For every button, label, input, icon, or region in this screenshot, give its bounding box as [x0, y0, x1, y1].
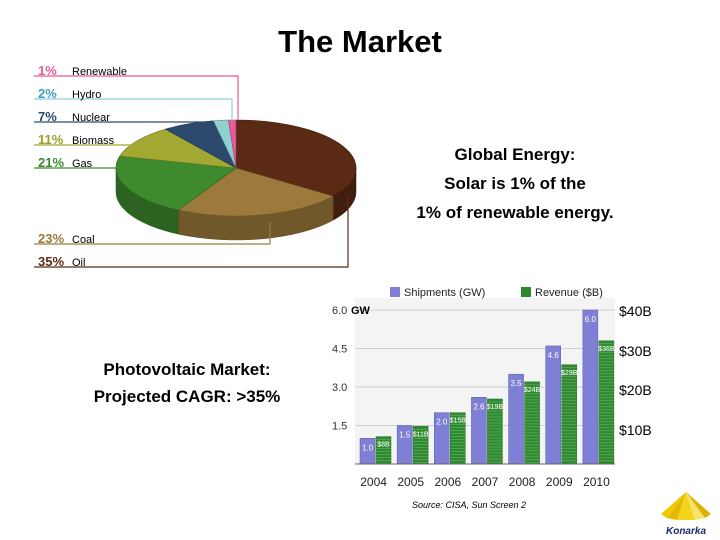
- legend-swatch-revenue: [521, 287, 531, 297]
- legend-label-revenue: Revenue ($B): [535, 287, 603, 299]
- x-tick-label: 2009: [546, 475, 573, 489]
- y-tick-label: 4.5: [332, 344, 347, 356]
- revenue-data-label: $11B: [413, 431, 429, 438]
- legend-item-hydro: 2% Hydro: [38, 87, 101, 102]
- revenue-data-label: $19B: [487, 404, 504, 411]
- x-tick-label: 2008: [509, 475, 536, 489]
- shipments-data-label: 3.5: [511, 379, 523, 388]
- x-tick-label: 2005: [397, 475, 424, 489]
- revenue-data-label: $29B: [561, 370, 578, 377]
- pv-market-heading: Photovoltaic Market:: [103, 360, 271, 379]
- y-tick-label: 3.0: [332, 382, 347, 394]
- x-tick-label: 2010: [583, 475, 610, 489]
- legend-label-shipments: Shipments (GW): [404, 287, 485, 299]
- legend-pct: 35%: [38, 254, 65, 269]
- page-title: The Market: [278, 24, 442, 59]
- y-tick-label: 6.0: [332, 305, 347, 317]
- legend-pct: 21%: [38, 155, 65, 170]
- legend-leader-line: [34, 222, 271, 245]
- x-tick-label: 2004: [360, 475, 387, 489]
- shipments-data-label: 4.6: [548, 351, 560, 360]
- source-note: Source: CISA, Sun Screen 2: [412, 500, 527, 510]
- legend-pct: 2%: [38, 86, 57, 101]
- legend-item-biomass: 11% Biomass: [38, 133, 114, 148]
- legend-leader-line: [34, 75, 239, 120]
- legend-label: Biomass: [72, 135, 115, 147]
- global-energy-heading: Global Energy:: [454, 145, 576, 164]
- revenue-axis-label: $30B: [619, 343, 652, 359]
- x-tick-label: 2007: [472, 475, 499, 489]
- legend-pct: 1%: [38, 63, 57, 78]
- legend-item-nuclear: 7% Nuclear: [38, 110, 110, 125]
- legend-leader-line: [34, 196, 349, 268]
- pie-slice-oil: [235, 119, 357, 197]
- pie-slice-gas: [115, 155, 237, 211]
- konarka-logo: Konarka: [661, 492, 711, 537]
- shipments-data-label: 6.0: [585, 315, 597, 324]
- shipments-data-label: 1.0: [362, 443, 374, 452]
- legend-label: Coal: [72, 234, 95, 246]
- legend-item-renewable: 1% Renewable: [38, 64, 127, 79]
- legend-swatch-shipments: [390, 287, 400, 297]
- revenue-data-label: $24B: [524, 387, 541, 394]
- revenue-data-label: $15B: [450, 418, 467, 425]
- legend-item-coal: 23% Coal: [38, 232, 95, 247]
- legend-label: Renewable: [72, 66, 128, 78]
- legend-label: Hydro: [72, 89, 102, 101]
- pv-market-callout: Photovoltaic Market: Projected CAGR: >35…: [62, 356, 312, 410]
- legend-label: Oil: [72, 257, 86, 269]
- legend-item-oil: 35% Oil: [38, 255, 85, 270]
- legend-pct: 23%: [38, 231, 65, 246]
- revenue-data-label: $36B: [598, 346, 615, 353]
- revenue-data-label: $8B: [377, 442, 390, 449]
- legend-leader-line: [34, 98, 233, 121]
- legend-label: Gas: [72, 158, 93, 170]
- global-energy-callout: Global Energy: Solar is 1% of the 1% of …: [360, 140, 670, 227]
- logo-wordmark: Konarka: [666, 526, 706, 537]
- revenue-bar: [524, 381, 540, 465]
- shipments-bar: [582, 309, 599, 465]
- shipments-data-label: 2.0: [436, 418, 448, 427]
- revenue-axis-label: $10B: [619, 422, 652, 438]
- revenue-axis-label: $20B: [619, 382, 652, 398]
- x-tick-label: 2006: [435, 475, 462, 489]
- pie-slice-biomass: [119, 128, 237, 169]
- y-axis-label: GW: [351, 305, 371, 317]
- legend-pct: 11%: [38, 132, 64, 147]
- logo-sunburst-icon: [661, 492, 711, 520]
- pv-market-cagr: Projected CAGR: >35%: [93, 387, 281, 406]
- pie-slice-coal: [177, 167, 334, 217]
- legend-leader-line: [34, 121, 211, 126]
- legend-item-gas: 21% Gas: [38, 156, 92, 171]
- legend-label: Nuclear: [72, 112, 110, 124]
- y-tick-label: 1.5: [332, 421, 347, 433]
- shipments-data-label: 2.6: [473, 402, 485, 411]
- shipments-bar: [545, 345, 561, 465]
- global-energy-line: Solar is 1% of the: [444, 174, 586, 193]
- revenue-axis-label: $40B: [619, 303, 652, 319]
- shipments-data-label: 1.5: [399, 431, 411, 440]
- legend-pct: 7%: [38, 109, 57, 124]
- global-energy-line: 1% of renewable energy.: [416, 203, 614, 222]
